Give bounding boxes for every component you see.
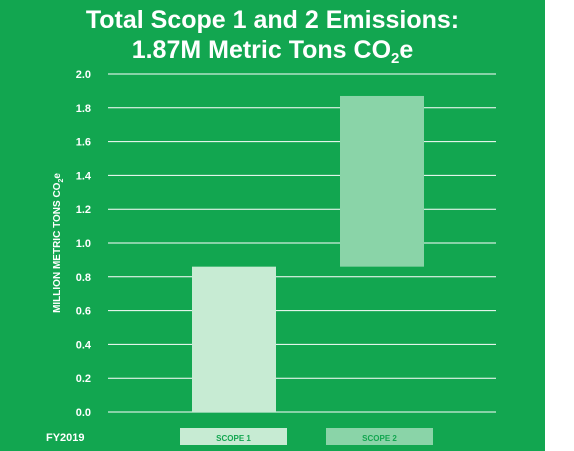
legend-label: SCOPE 1	[216, 434, 251, 443]
chart-panel: Total Scope 1 and 2 Emissions: 1.87M Met…	[0, 0, 545, 451]
legend-label: SCOPE 2	[362, 434, 397, 443]
y-tick-label: 2.0	[76, 69, 91, 81]
y-axis-label: MILLION METRIC TONS CO2e	[52, 173, 65, 313]
chart-title-line-1: Total Scope 1 and 2 Emissions:	[85, 6, 460, 34]
x-category-label: FY2019	[46, 432, 85, 444]
y-tick-label: 0.0	[76, 407, 91, 419]
legend-swatch	[326, 428, 433, 445]
chart-title-subscript: 2	[391, 50, 400, 67]
bar-scope-1	[192, 266, 276, 412]
y-tick-label: 0.4	[76, 339, 92, 351]
chart-title-line-2-prefix: 1.87M Metric Tons CO	[131, 36, 392, 64]
y-tick-label: 1.6	[76, 137, 91, 149]
chart-title-line-2-suffix: e	[399, 36, 414, 64]
y-tick-label: 0.6	[76, 306, 91, 318]
y-tick-label: 1.8	[76, 103, 91, 115]
y-tick-label: 0.8	[76, 272, 91, 284]
chart-title-line-2: 1.87M Metric Tons CO2e	[0, 36, 545, 67]
y-tick-label: 0.2	[76, 373, 91, 385]
y-tick-label: 1.2	[76, 204, 91, 216]
bar-scope-2	[340, 95, 424, 267]
y-tick-label: 1.0	[76, 238, 91, 250]
legend-swatch	[180, 428, 287, 445]
chart-svg: 0.0 0.2 0.4 0.6 0.8 1.0 1.2 1.4 1.6 1.8 2.0 MILLION…	[46, 69, 496, 445]
y-tick-label: 1.4	[76, 170, 92, 182]
